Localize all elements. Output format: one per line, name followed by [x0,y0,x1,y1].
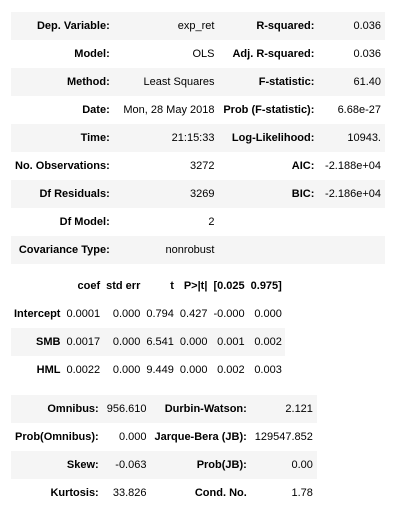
diag-value: 0.000 [118,431,147,443]
coef-value: 0.002 [247,328,285,356]
diag-value: -0.063 [102,451,151,479]
diag-label: Kurtosis: [50,487,99,499]
coef-value: 0.000 [103,300,144,328]
summary-label: Prob (F-statistic): [223,104,315,116]
summary-row: Method: Least Squares F-statistic: 61.40 [11,68,385,96]
coef-value: -0.000 [210,300,248,328]
summary-label: Adj. R-squared: [232,48,315,60]
summary-value: 0.036 [353,48,381,60]
summary-row: Date: Mon, 28 May 2018 Prob (F-statistic):… [11,96,385,124]
coef-column-header [11,272,64,300]
coef-value: 0.003 [247,356,285,384]
summary-value: 21:15:33 [113,124,219,152]
summary-label: AIC: [291,160,315,172]
summary-value [318,236,385,264]
diag-value: 33.826 [112,487,147,499]
coefficients-table: coef std err t P>|t| [0.025 0.975] Intercept 0… [11,272,285,384]
coef-value: 0.794 [143,300,177,328]
coef-value: 0.000 [247,300,285,328]
summary-value [318,208,385,236]
diag-row: Prob(Omnibus): 0.000 Jarque-Bera (JB): 1295… [11,423,317,451]
coef-value: 0.000 [103,328,144,356]
coef-value: 0.002 [210,356,248,384]
summary-value: 10943. [318,124,385,152]
summary-row: Df Model: 2 [11,208,385,236]
diag-label: Skew: [11,451,103,479]
coef-value: 0.001 [210,328,248,356]
summary-row: Model: OLS Adj. R-squared: 0.036 [11,40,385,68]
coef-column-header: P>|t| [176,272,211,300]
summary-label: R-squared: [218,12,319,40]
summary-value: 2 [208,216,215,228]
coef-column-header: [0.025 [210,272,248,300]
diagnostics-table: Omnibus: 956.610 Durbin-Watson: 2.121 Prob(O… [11,395,317,507]
summary-row: Df Residuals: 3269 BIC: -2.186e+04 [11,180,385,208]
coef-variable-name: Intercept [11,300,64,328]
coef-value: 0.0001 [63,300,104,328]
diag-label: Prob(Omnibus): [15,431,99,443]
diag-value: 129547.852 [254,431,313,443]
coef-value: 6.541 [143,328,177,356]
diag-value: 1.78 [291,487,313,499]
summary-row: Dep. Variable: exp_ret R-squared: 0.036 [11,12,385,40]
coef-value: 0.000 [103,356,144,384]
summary-value: exp_ret [113,12,219,40]
summary-value: Least Squares [113,68,219,96]
summary-label: Date: [82,104,110,116]
diag-label: Jarque-Bera (JB): [154,431,247,443]
coef-row: HML 0.0022 0.000 9.449 0.000 0.002 0.003 [11,356,285,384]
summary-label: BIC: [218,180,319,208]
coef-variable-name: HML [11,356,64,384]
diag-label: Durbin-Watson: [150,395,251,423]
regression-summary-table: Dep. Variable: exp_ret R-squared: 0.036 Mode… [11,12,385,264]
diag-row: Kurtosis: 33.826 Cond. No. 1.78 [11,479,317,507]
coef-column-header: coef [63,272,104,300]
summary-row: Covariance Type: nonrobust [11,236,385,264]
diag-value: 0.00 [250,451,317,479]
coef-variable-name: SMB [11,328,64,356]
summary-value: 61.40 [318,68,385,96]
summary-value: nonrobust [113,236,219,264]
summary-label: Df Residuals: [11,180,114,208]
diag-value: 956.610 [102,395,151,423]
summary-value: 3272 [190,160,215,172]
coef-column-header: t [143,272,177,300]
summary-label: Model: [74,48,110,60]
summary-label: No. Observations: [15,160,110,172]
summary-value: Mon, 28 May 2018 [123,104,215,116]
summary-label: Time: [11,124,114,152]
diag-label: Cond. No. [194,487,247,499]
coef-value: 0.000 [176,356,211,384]
coef-value: 9.449 [143,356,177,384]
coef-value: 0.0022 [63,356,104,384]
summary-value: -2.188e+04 [325,160,381,172]
diag-row: Omnibus: 956.610 Durbin-Watson: 2.121 [11,395,317,423]
summary-label: Dep. Variable: [11,12,114,40]
summary-label: Log-Likelihood: [218,124,319,152]
summary-label [218,236,319,264]
summary-value: 6.68e-27 [337,104,381,116]
coef-value: 0.000 [176,328,211,356]
coef-value: 0.427 [176,300,211,328]
summary-value: 3269 [113,180,219,208]
coef-row: SMB 0.0017 0.000 6.541 0.000 0.001 0.002 [11,328,285,356]
summary-value: 0.036 [318,12,385,40]
diag-value: 2.121 [250,395,317,423]
diag-row: Skew: -0.063 Prob(JB): 0.00 [11,451,317,479]
diag-label: Prob(JB): [150,451,251,479]
summary-label: Df Model: [59,216,110,228]
coef-row: Intercept 0.0001 0.000 0.794 0.427 -0.000 0.00… [11,300,285,328]
summary-row: Time: 21:15:33 Log-Likelihood: 10943. [11,124,385,152]
summary-label: F-statistic: [218,68,319,96]
coef-column-header: std err [103,272,144,300]
summary-label: Covariance Type: [11,236,114,264]
summary-label [218,208,318,236]
summary-value: OLS [192,48,215,60]
summary-value: -2.186e+04 [318,180,385,208]
summary-label: Method: [11,68,114,96]
diag-label: Omnibus: [11,395,103,423]
coef-column-header: 0.975] [247,272,285,300]
summary-row: No. Observations: 3272 AIC: -2.188e+04 [11,152,385,180]
coef-value: 0.0017 [63,328,104,356]
